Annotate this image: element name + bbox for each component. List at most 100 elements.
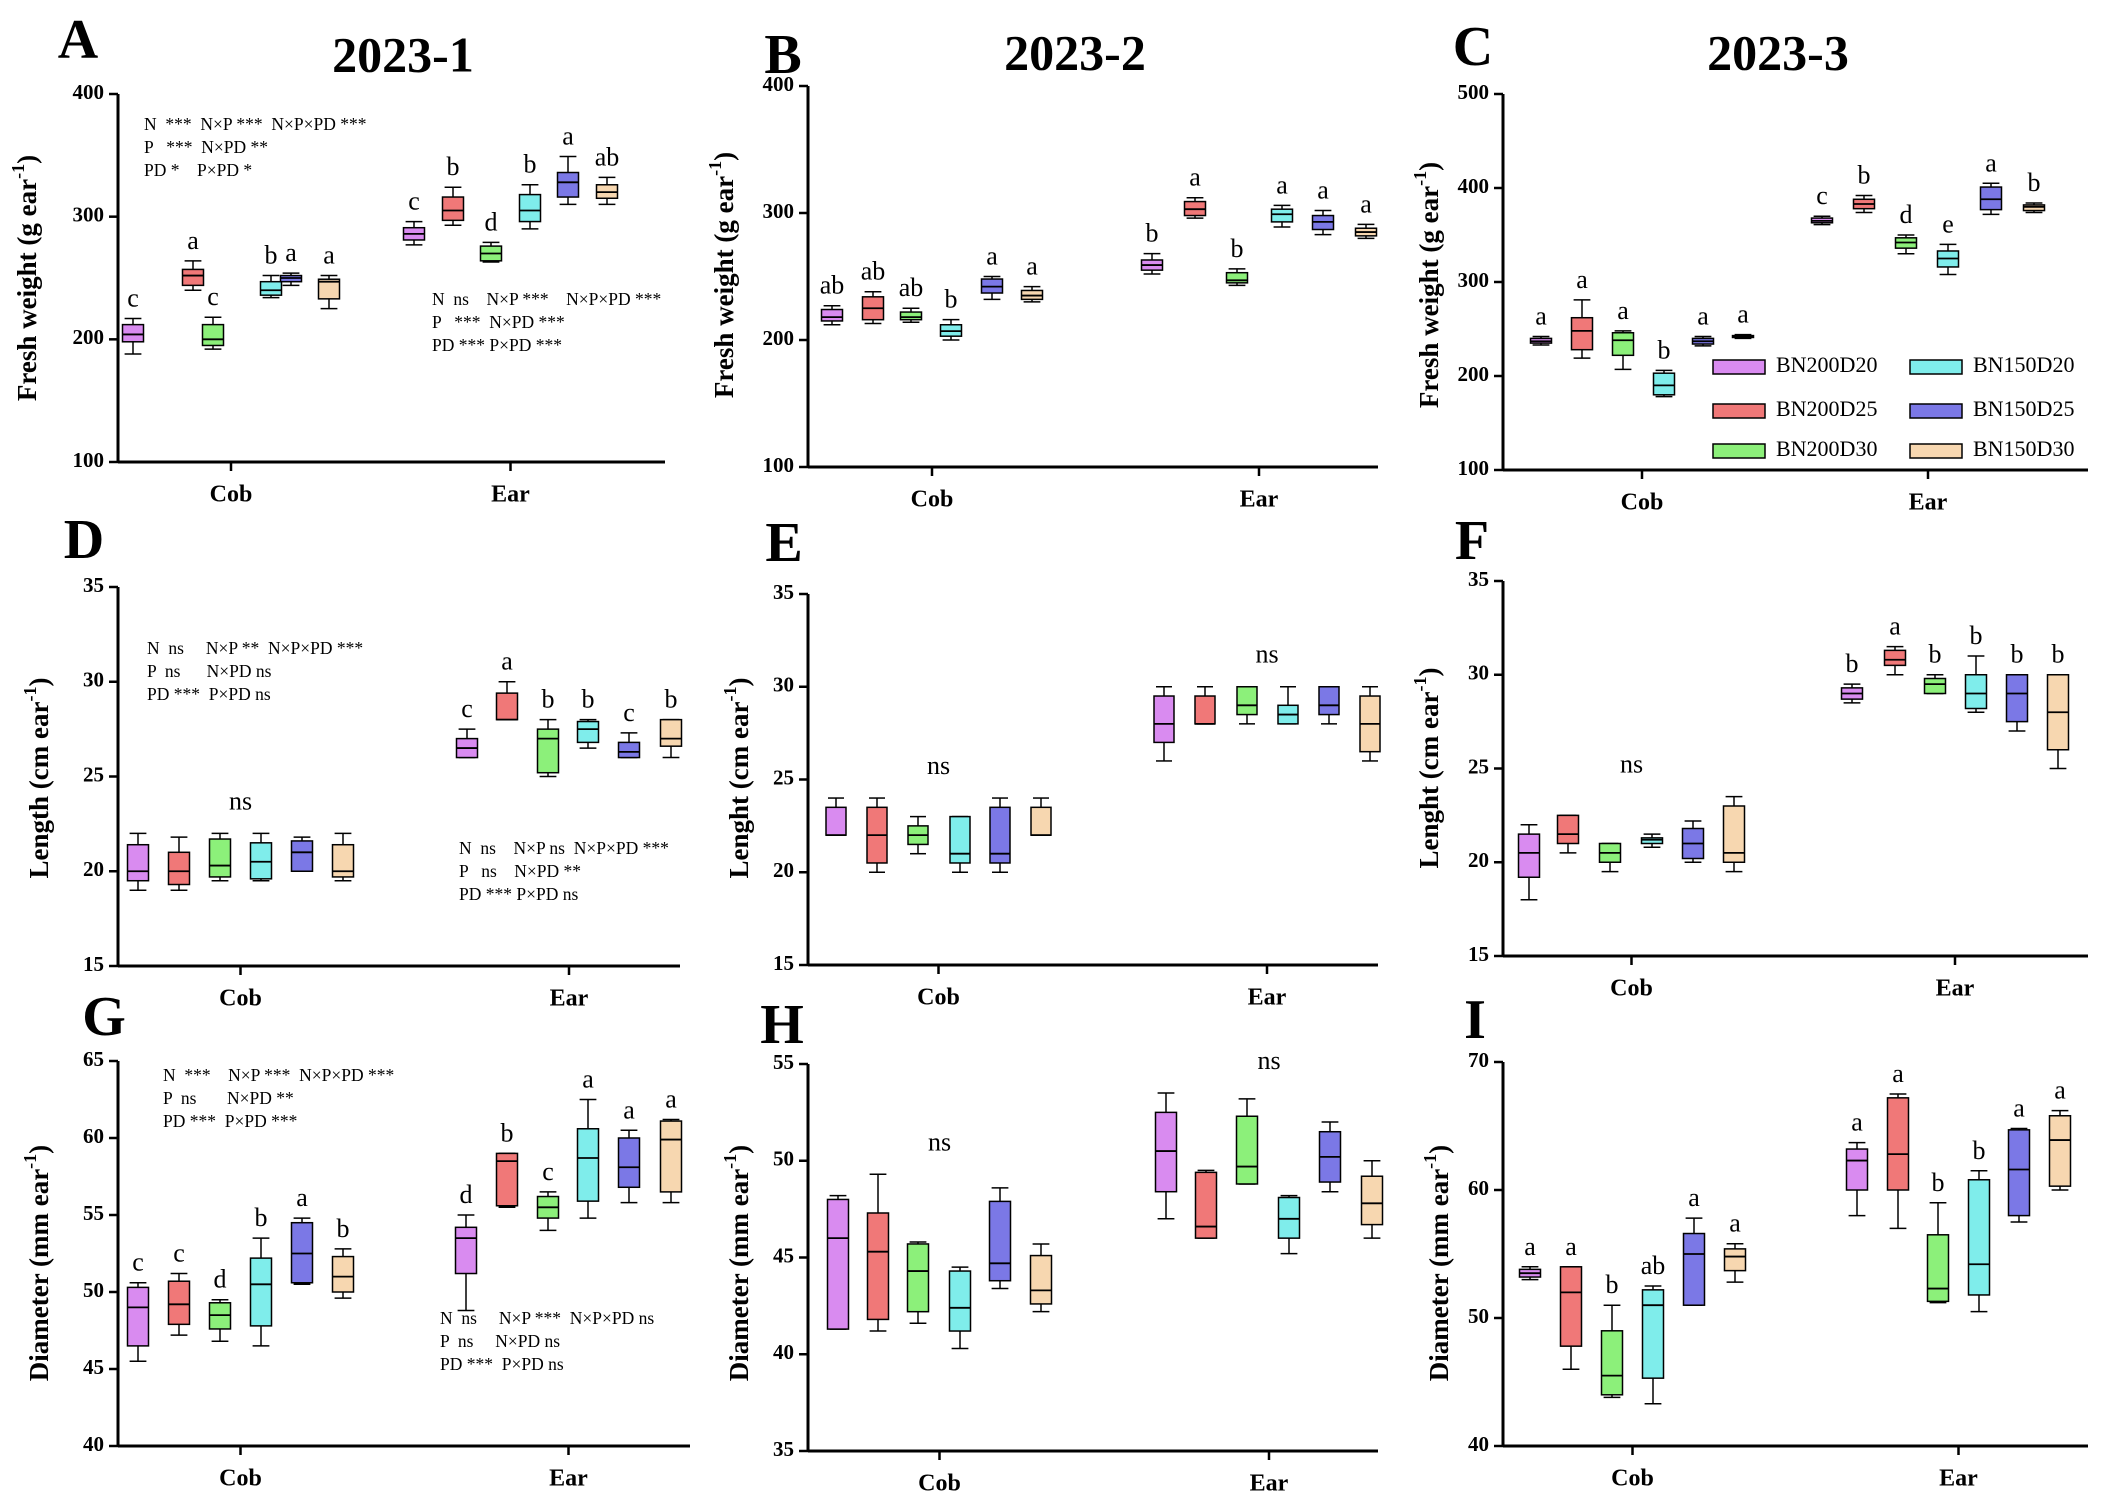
panel-h: H 35 40 45 50 55 Diameter (mm ear-1) Cob Ear ns ns	[720, 994, 1384, 1497]
y-axis-label-end: )	[1424, 1145, 1454, 1154]
significance-letter: a	[1617, 296, 1629, 325]
box-bn200d30-cob	[201, 316, 225, 350]
box-bn200d30-cob	[208, 832, 232, 882]
box-bn200d30-cob	[208, 1298, 232, 1343]
y-tick-label: 45	[83, 1355, 104, 1379]
box-bn200d30-cob	[1600, 1304, 1624, 1399]
box-bn150d25-cob	[1681, 820, 1705, 863]
box-iqr	[290, 840, 314, 872]
significance-letter: ab	[595, 142, 620, 171]
panel-b: B 2023-2 100 200 300 400 Fresh weight (g ear-1…	[705, 24, 1378, 513]
panel-title: 2023-2	[1004, 24, 1146, 80]
box-bn200d30-ear	[536, 1191, 560, 1232]
y-axis-label: Diameter (mm ear-1)	[1420, 1145, 1454, 1381]
anova-line: P *** N×PD **	[144, 137, 268, 157]
box-bn200d20-cob	[820, 304, 844, 326]
y-axis-label-text: Length (cm ear	[24, 702, 54, 879]
significance-letter: a	[323, 241, 335, 270]
box-iqr	[454, 1226, 478, 1275]
box-bn150d30-ear	[2046, 674, 2070, 770]
anova-line: P ns N×PD **	[459, 861, 581, 881]
y-tick-label: 40	[773, 1340, 794, 1364]
x-tick-label-ear: Ear	[1909, 490, 1948, 516]
y-axis-label-text: Diameter (mm ear	[724, 1169, 754, 1381]
significance-letter: c	[408, 187, 420, 216]
box-bn200d20-ear	[1840, 683, 1864, 704]
box-bn200d25-cob	[1559, 1266, 1583, 1370]
significance-letter: a	[986, 241, 998, 270]
y-axis-label-text: Lenght (cm ear	[1414, 692, 1444, 869]
box-bn150d30-cob	[1731, 333, 1755, 340]
x-tick-label-cob: Cob	[210, 482, 253, 508]
legend-swatch	[1909, 359, 1963, 375]
box-bn150d20-cob	[939, 318, 963, 341]
box-bn150d30-cob	[1722, 795, 1746, 873]
y-axis-label-end: )	[1414, 162, 1444, 171]
anova-line: PD * P×PD *	[144, 160, 252, 180]
significance-letter: a	[1276, 170, 1288, 199]
box-bn150d30-cob	[1029, 1243, 1053, 1313]
box-iqr	[1236, 686, 1258, 716]
x-tick-label-cob: Cob	[219, 1466, 262, 1492]
x-tick-label-cob: Cob	[1621, 490, 1664, 516]
box-iqr	[1194, 1171, 1218, 1239]
panel-e: E 15 20 25 30 35 Lenght (cm ear-1) Cob Ear ns ns	[720, 512, 1381, 1011]
significance-letter: b	[1932, 1168, 1945, 1197]
box-bn150d30-ear	[1354, 223, 1378, 240]
box-bn200d25-ear	[1183, 197, 1207, 219]
box-bn150d20-cob	[249, 832, 273, 882]
box-bn200d25-cob	[1570, 299, 1594, 359]
y-axis-label-sup: -1	[20, 687, 40, 702]
box-iqr	[988, 1200, 1012, 1282]
significance-letter: d	[1900, 200, 1913, 229]
y-axis-label-text: Lenght (cm ear	[724, 702, 754, 879]
box-bn200d30-ear	[479, 241, 503, 263]
box-iqr	[1225, 271, 1249, 284]
y-axis-label-end: )	[1414, 668, 1444, 677]
box-bn200d25-ear	[1194, 1169, 1218, 1239]
y-tick-label: 55	[773, 1050, 794, 1074]
box-bn150d30-cob	[331, 832, 355, 882]
y-tick-label: 300	[1458, 268, 1490, 292]
box-iqr	[1979, 186, 2003, 211]
box-bn200d30-ear	[1235, 1098, 1259, 1185]
legend-item-bn200d20: BN200D20	[1712, 352, 1877, 377]
significance-letter: a	[1360, 189, 1372, 218]
box-iqr	[2048, 1115, 2072, 1187]
significance-letter: a	[1189, 163, 1201, 192]
box-bn150d30-ear	[2022, 202, 2046, 214]
x-tick-label-cob: Cob	[918, 1471, 961, 1497]
significance-letter: d	[460, 1180, 473, 1209]
box-iqr	[249, 842, 273, 880]
box-iqr	[1722, 805, 1746, 863]
box-iqr	[121, 323, 145, 343]
box-iqr	[1153, 695, 1175, 744]
box-bn200d25-cob	[167, 836, 191, 891]
box-iqr	[1964, 674, 1988, 710]
box-iqr	[989, 806, 1011, 864]
box-bn200d25-cob	[866, 1173, 890, 1332]
box-bn150d20-ear	[576, 1098, 600, 1219]
y-tick-label: 200	[73, 325, 105, 349]
significance-letter: a	[582, 1064, 594, 1093]
box-iqr	[1723, 1248, 1747, 1272]
box-iqr	[208, 838, 232, 878]
legend-item-bn150d25: BN150D25	[1909, 396, 2074, 421]
box-bn150d25-cob	[1691, 335, 1715, 347]
anova-line: PD *** P×PD ns	[440, 1354, 564, 1374]
x-tick-label-ear: Ear	[1936, 976, 1975, 1002]
box-bn200d30-ear	[1225, 268, 1249, 287]
significance-letter: b	[1231, 234, 1244, 263]
x-tick-label-ear: Ear	[1939, 1466, 1978, 1492]
y-tick-label: 55	[83, 1201, 104, 1225]
significance-letter: a	[623, 1095, 635, 1124]
box-bn150d20-cob	[949, 815, 971, 873]
box-bn150d25-ear	[2007, 1127, 2031, 1223]
box-bn200d25-cob	[1556, 814, 1580, 854]
box-iqr	[201, 323, 225, 347]
significance-letter: a	[1985, 148, 1997, 177]
y-tick-label: 300	[763, 199, 795, 223]
box-bn150d20-cob	[1640, 833, 1664, 848]
box-bn200d20-ear	[402, 220, 426, 246]
